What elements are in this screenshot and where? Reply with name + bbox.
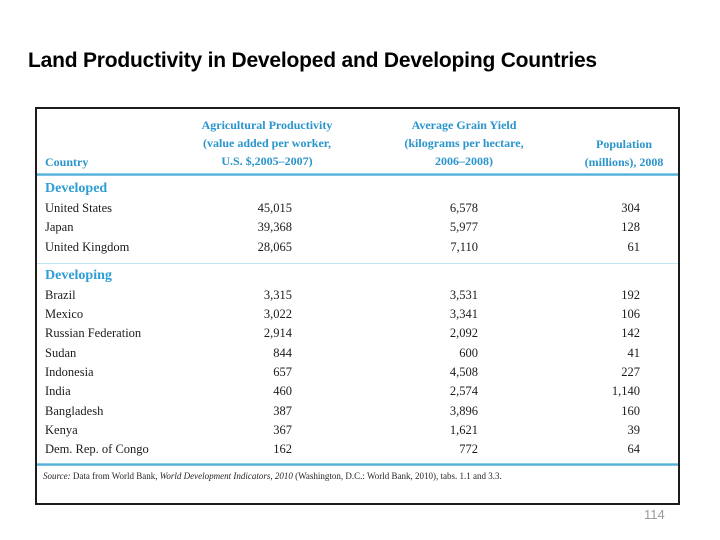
grain-yield-cell: 5,977	[449, 220, 478, 235]
grain-yield-cell: 6,578	[449, 201, 478, 215]
table-row: Japan 39,368 5,977 128	[37, 218, 678, 237]
table-row: Indonesia 657 4,508 227	[37, 363, 678, 382]
country-cell: Indonesia	[45, 365, 94, 380]
table-row: Mexico 3,022 3,341 106	[37, 305, 678, 324]
header-country: Country	[45, 155, 89, 169]
header-grain-line1: Average Grain Yield	[411, 118, 517, 132]
table-row: United Kingdom 28,065 7,110 61	[37, 238, 678, 257]
table-row: Dem. Rep. of Congo 162 772 64	[37, 440, 678, 459]
population-cell: 106	[621, 307, 640, 322]
population-cell: 1,140	[611, 384, 640, 399]
ag-productivity-cell: 39,368	[257, 220, 292, 235]
section-label-developing: Developing	[45, 267, 112, 283]
source-prefix: Source:	[43, 470, 71, 481]
table-row: Kenya 367 1,621 39	[37, 421, 678, 440]
population-cell: 41	[627, 345, 641, 360]
country-cell: United Kingdom	[45, 239, 130, 254]
header-ag-line1: Agricultural Productivity	[201, 118, 333, 132]
country-cell: Japan	[45, 220, 74, 235]
source-italic-title: World Development Indicators, 2010	[159, 470, 293, 481]
header-pop-line2: (millions), 2008	[584, 155, 664, 169]
population-cell: 160	[621, 403, 640, 418]
page-title: Land Productivity in Developed and Devel…	[28, 49, 597, 72]
country-cell: Bangladesh	[45, 403, 104, 418]
population-cell: 227	[621, 365, 640, 380]
country-cell: India	[45, 384, 71, 399]
grain-yield-cell: 7,110	[450, 239, 478, 254]
table-body: Developed United States 45,015 6,578 304…	[37, 176, 678, 481]
country-cell: Brazil	[45, 287, 76, 302]
ag-productivity-cell: 45,015	[257, 201, 292, 215]
section-divider-rule	[37, 262, 678, 264]
population-cell: 128	[621, 220, 640, 235]
section-label-developed: Developed	[45, 181, 108, 196]
grain-yield-cell: 3,531	[449, 287, 478, 302]
country-cell: United States	[45, 201, 113, 215]
ag-productivity-cell: 387	[273, 403, 292, 418]
grain-yield-cell: 772	[459, 442, 478, 457]
table-row: Bangladesh 387 3,896 160	[37, 402, 678, 421]
country-cell: Mexico	[45, 307, 84, 322]
header-ag-line3: U.S. $,2005–2007)	[221, 154, 313, 168]
page-number: 114	[644, 507, 665, 522]
header-average-grain-yield: Average Grain Yield (kilograms per hecta…	[369, 116, 559, 170]
population-cell: 142	[621, 326, 640, 341]
ag-productivity-cell: 3,315	[263, 287, 292, 302]
population-cell: 192	[621, 287, 640, 302]
table-bottom-rule	[37, 462, 678, 466]
grain-yield-cell: 1,621	[449, 422, 478, 437]
header-agricultural-productivity: Agricultural Productivity (value added p…	[165, 116, 369, 170]
ag-productivity-cell: 3,022	[263, 307, 292, 322]
grain-yield-cell: 2,092	[449, 326, 478, 341]
data-table: Country Agricultural Productivity (value…	[35, 107, 680, 505]
header-ag-line2: (value added per worker,	[202, 136, 331, 150]
source-text1: Data from World Bank,	[70, 470, 160, 481]
population-cell: 61	[627, 239, 641, 254]
table-row: India 460 2,574 1,140	[37, 382, 678, 401]
country-cell: Kenya	[45, 422, 78, 437]
table-row: United States 45,015 6,578 304	[37, 199, 678, 218]
population-cell: 39	[627, 422, 641, 437]
grain-yield-cell: 3,896	[449, 403, 478, 418]
header-population: Population (millions), 2008	[562, 135, 686, 171]
header-divider-rule	[37, 173, 678, 176]
grain-yield-cell: 3,341	[449, 307, 478, 322]
grain-yield-cell: 600	[459, 345, 478, 360]
ag-productivity-cell: 367	[273, 422, 292, 437]
ag-productivity-cell: 844	[273, 345, 292, 360]
header-grain-line3: 2006–2008)	[435, 154, 493, 168]
source-note: Source: Data from World Bank, World Deve…	[37, 471, 678, 481]
ag-productivity-cell: 657	[273, 365, 292, 380]
grain-yield-cell: 2,574	[449, 384, 478, 399]
country-cell: Sudan	[45, 345, 77, 360]
source-text2: (Washington, D.C.: World Bank, 2010), ta…	[292, 470, 502, 481]
table-header: Country Agricultural Productivity (value…	[37, 109, 678, 173]
grain-yield-cell: 4,508	[449, 365, 478, 380]
ag-productivity-cell: 28,065	[257, 239, 292, 254]
ag-productivity-cell: 2,914	[263, 326, 292, 341]
header-pop-line1: Population	[595, 137, 652, 151]
country-cell: Dem. Rep. of Congo	[45, 442, 149, 457]
population-cell: 304	[621, 201, 640, 215]
country-cell: Russian Federation	[45, 326, 142, 341]
table-row: Russian Federation 2,914 2,092 142	[37, 324, 678, 343]
table-row: Brazil 3,315 3,531 192	[37, 286, 678, 305]
population-cell: 64	[627, 442, 641, 457]
ag-productivity-cell: 460	[273, 384, 292, 399]
header-grain-line2: (kilograms per hectare,	[404, 136, 524, 150]
table-row: Sudan 844 600 41	[37, 344, 678, 363]
ag-productivity-cell: 162	[273, 442, 292, 457]
